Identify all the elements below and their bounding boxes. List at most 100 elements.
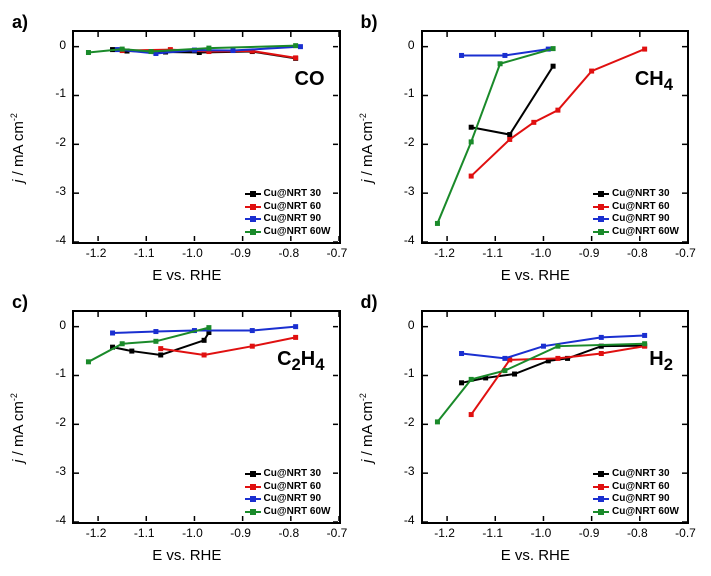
series-marker — [642, 333, 647, 338]
x-tick: -1.2 — [86, 526, 107, 540]
series-marker — [598, 351, 603, 356]
legend-swatch — [245, 206, 261, 208]
y-tick: -2 — [55, 135, 66, 149]
y-ticks: 0-1-2-3-4 — [48, 310, 68, 524]
x-ticks: -1.2-1.1-1.0-0.9-0.8-0.7 — [421, 246, 690, 262]
series-line — [161, 337, 296, 355]
series-marker — [468, 125, 473, 130]
series-marker — [120, 341, 125, 346]
legend-swatch — [593, 206, 609, 208]
legend-label: Cu@NRT 90 — [612, 213, 670, 226]
x-tick: -1.0 — [182, 246, 203, 260]
panel-label-a: a) — [12, 12, 28, 33]
legend-label: Cu@NRT 90 — [264, 213, 322, 226]
y-tick: -4 — [55, 233, 66, 247]
series-marker — [250, 344, 255, 349]
x-tick: -1.1 — [134, 526, 155, 540]
series-marker — [86, 50, 91, 55]
series-marker — [158, 346, 163, 351]
legend-item: Cu@NRT 60 — [245, 481, 331, 494]
series-marker — [468, 139, 473, 144]
y-tick: -1 — [404, 86, 415, 100]
legend-swatch — [593, 511, 609, 513]
y-tick: 0 — [59, 38, 66, 52]
legend: Cu@NRT 30Cu@NRT 60Cu@NRT 90Cu@NRT 60W — [245, 188, 331, 238]
series-marker — [468, 377, 473, 382]
x-ticks: -1.2-1.1-1.0-0.9-0.8-0.7 — [72, 246, 341, 262]
legend-label: Cu@NRT 30 — [264, 188, 322, 201]
legend-label: Cu@NRT 30 — [264, 468, 322, 481]
y-axis-label: j / mA cm-2 — [358, 113, 376, 183]
series-marker — [502, 53, 507, 58]
series-marker — [502, 368, 507, 373]
series-marker — [231, 48, 236, 53]
series-marker — [206, 46, 211, 51]
x-tick: -0.9 — [230, 526, 251, 540]
y-tick: -4 — [55, 513, 66, 527]
series-marker — [153, 339, 158, 344]
series-marker — [598, 335, 603, 340]
series-marker — [459, 380, 464, 385]
legend-swatch — [245, 486, 261, 488]
legend-swatch — [245, 498, 261, 500]
legend-swatch — [593, 473, 609, 475]
series-marker — [468, 174, 473, 179]
y-tick: -4 — [404, 233, 415, 247]
legend-label: Cu@NRT 30 — [612, 188, 670, 201]
legend: Cu@NRT 30Cu@NRT 60Cu@NRT 90Cu@NRT 60W — [593, 468, 679, 518]
x-tick: -1.1 — [482, 526, 503, 540]
x-axis-label: E vs. RHE — [152, 267, 221, 284]
y-tick: -1 — [55, 86, 66, 100]
legend-swatch — [245, 473, 261, 475]
legend-item: Cu@NRT 90 — [245, 493, 331, 506]
plot-area: CH4Cu@NRT 30Cu@NRT 60Cu@NRT 90Cu@NRT 60W — [421, 30, 690, 244]
legend-item: Cu@NRT 60W — [593, 506, 679, 519]
x-tick: -0.7 — [675, 246, 696, 260]
series-marker — [293, 335, 298, 340]
legend-item: Cu@NRT 30 — [593, 468, 679, 481]
series-marker — [555, 344, 560, 349]
y-tick: 0 — [408, 38, 415, 52]
series-marker — [293, 324, 298, 329]
legend-label: Cu@NRT 60W — [612, 506, 679, 519]
series-marker — [129, 349, 134, 354]
legend-label: Cu@NRT 60W — [264, 506, 331, 519]
legend-swatch — [593, 231, 609, 233]
y-axis-label: j / mA cm-2 — [358, 393, 376, 463]
series-marker — [250, 328, 255, 333]
panel-c: c) C2H4Cu@NRT 30Cu@NRT 60Cu@NRT 90Cu@NRT … — [10, 290, 353, 566]
series-marker — [86, 359, 91, 364]
y-tick: 0 — [408, 318, 415, 332]
series-marker — [507, 132, 512, 137]
panel-a: a)COCu@NRT 30Cu@NRT 60Cu@NRT 90Cu@NRT 60… — [10, 10, 353, 286]
series-marker — [120, 47, 125, 52]
legend-label: Cu@NRT 60W — [264, 226, 331, 239]
series-marker — [206, 325, 211, 330]
legend-item: Cu@NRT 60 — [593, 481, 679, 494]
legend-item: Cu@NRT 60 — [245, 201, 331, 214]
legend-item: Cu@NRT 30 — [245, 468, 331, 481]
y-tick: -4 — [404, 513, 415, 527]
plot-area: C2H4Cu@NRT 30Cu@NRT 60Cu@NRT 90Cu@NRT 60… — [72, 310, 341, 524]
y-axis-label: j / mA cm-2 — [9, 113, 27, 183]
legend-item: Cu@NRT 90 — [593, 213, 679, 226]
legend-swatch — [245, 511, 261, 513]
legend-label: Cu@NRT 90 — [612, 493, 670, 506]
panel-label-d: d) — [361, 292, 378, 313]
legend-swatch — [593, 218, 609, 220]
y-tick: -3 — [55, 464, 66, 478]
y-tick: -3 — [55, 184, 66, 198]
legend-swatch — [593, 498, 609, 500]
series-marker — [202, 352, 207, 357]
legend-item: Cu@NRT 60W — [245, 226, 331, 239]
legend: Cu@NRT 30Cu@NRT 60Cu@NRT 90Cu@NRT 60W — [245, 468, 331, 518]
legend-label: Cu@NRT 60 — [264, 201, 322, 214]
y-tick: -2 — [404, 135, 415, 149]
y-tick: -3 — [404, 184, 415, 198]
y-ticks: 0-1-2-3-4 — [397, 310, 417, 524]
series-marker — [202, 338, 207, 343]
x-tick: -1.0 — [531, 526, 552, 540]
series-marker — [540, 344, 545, 349]
x-tick: -0.9 — [579, 526, 600, 540]
panel-label-c: c) — [12, 292, 28, 313]
